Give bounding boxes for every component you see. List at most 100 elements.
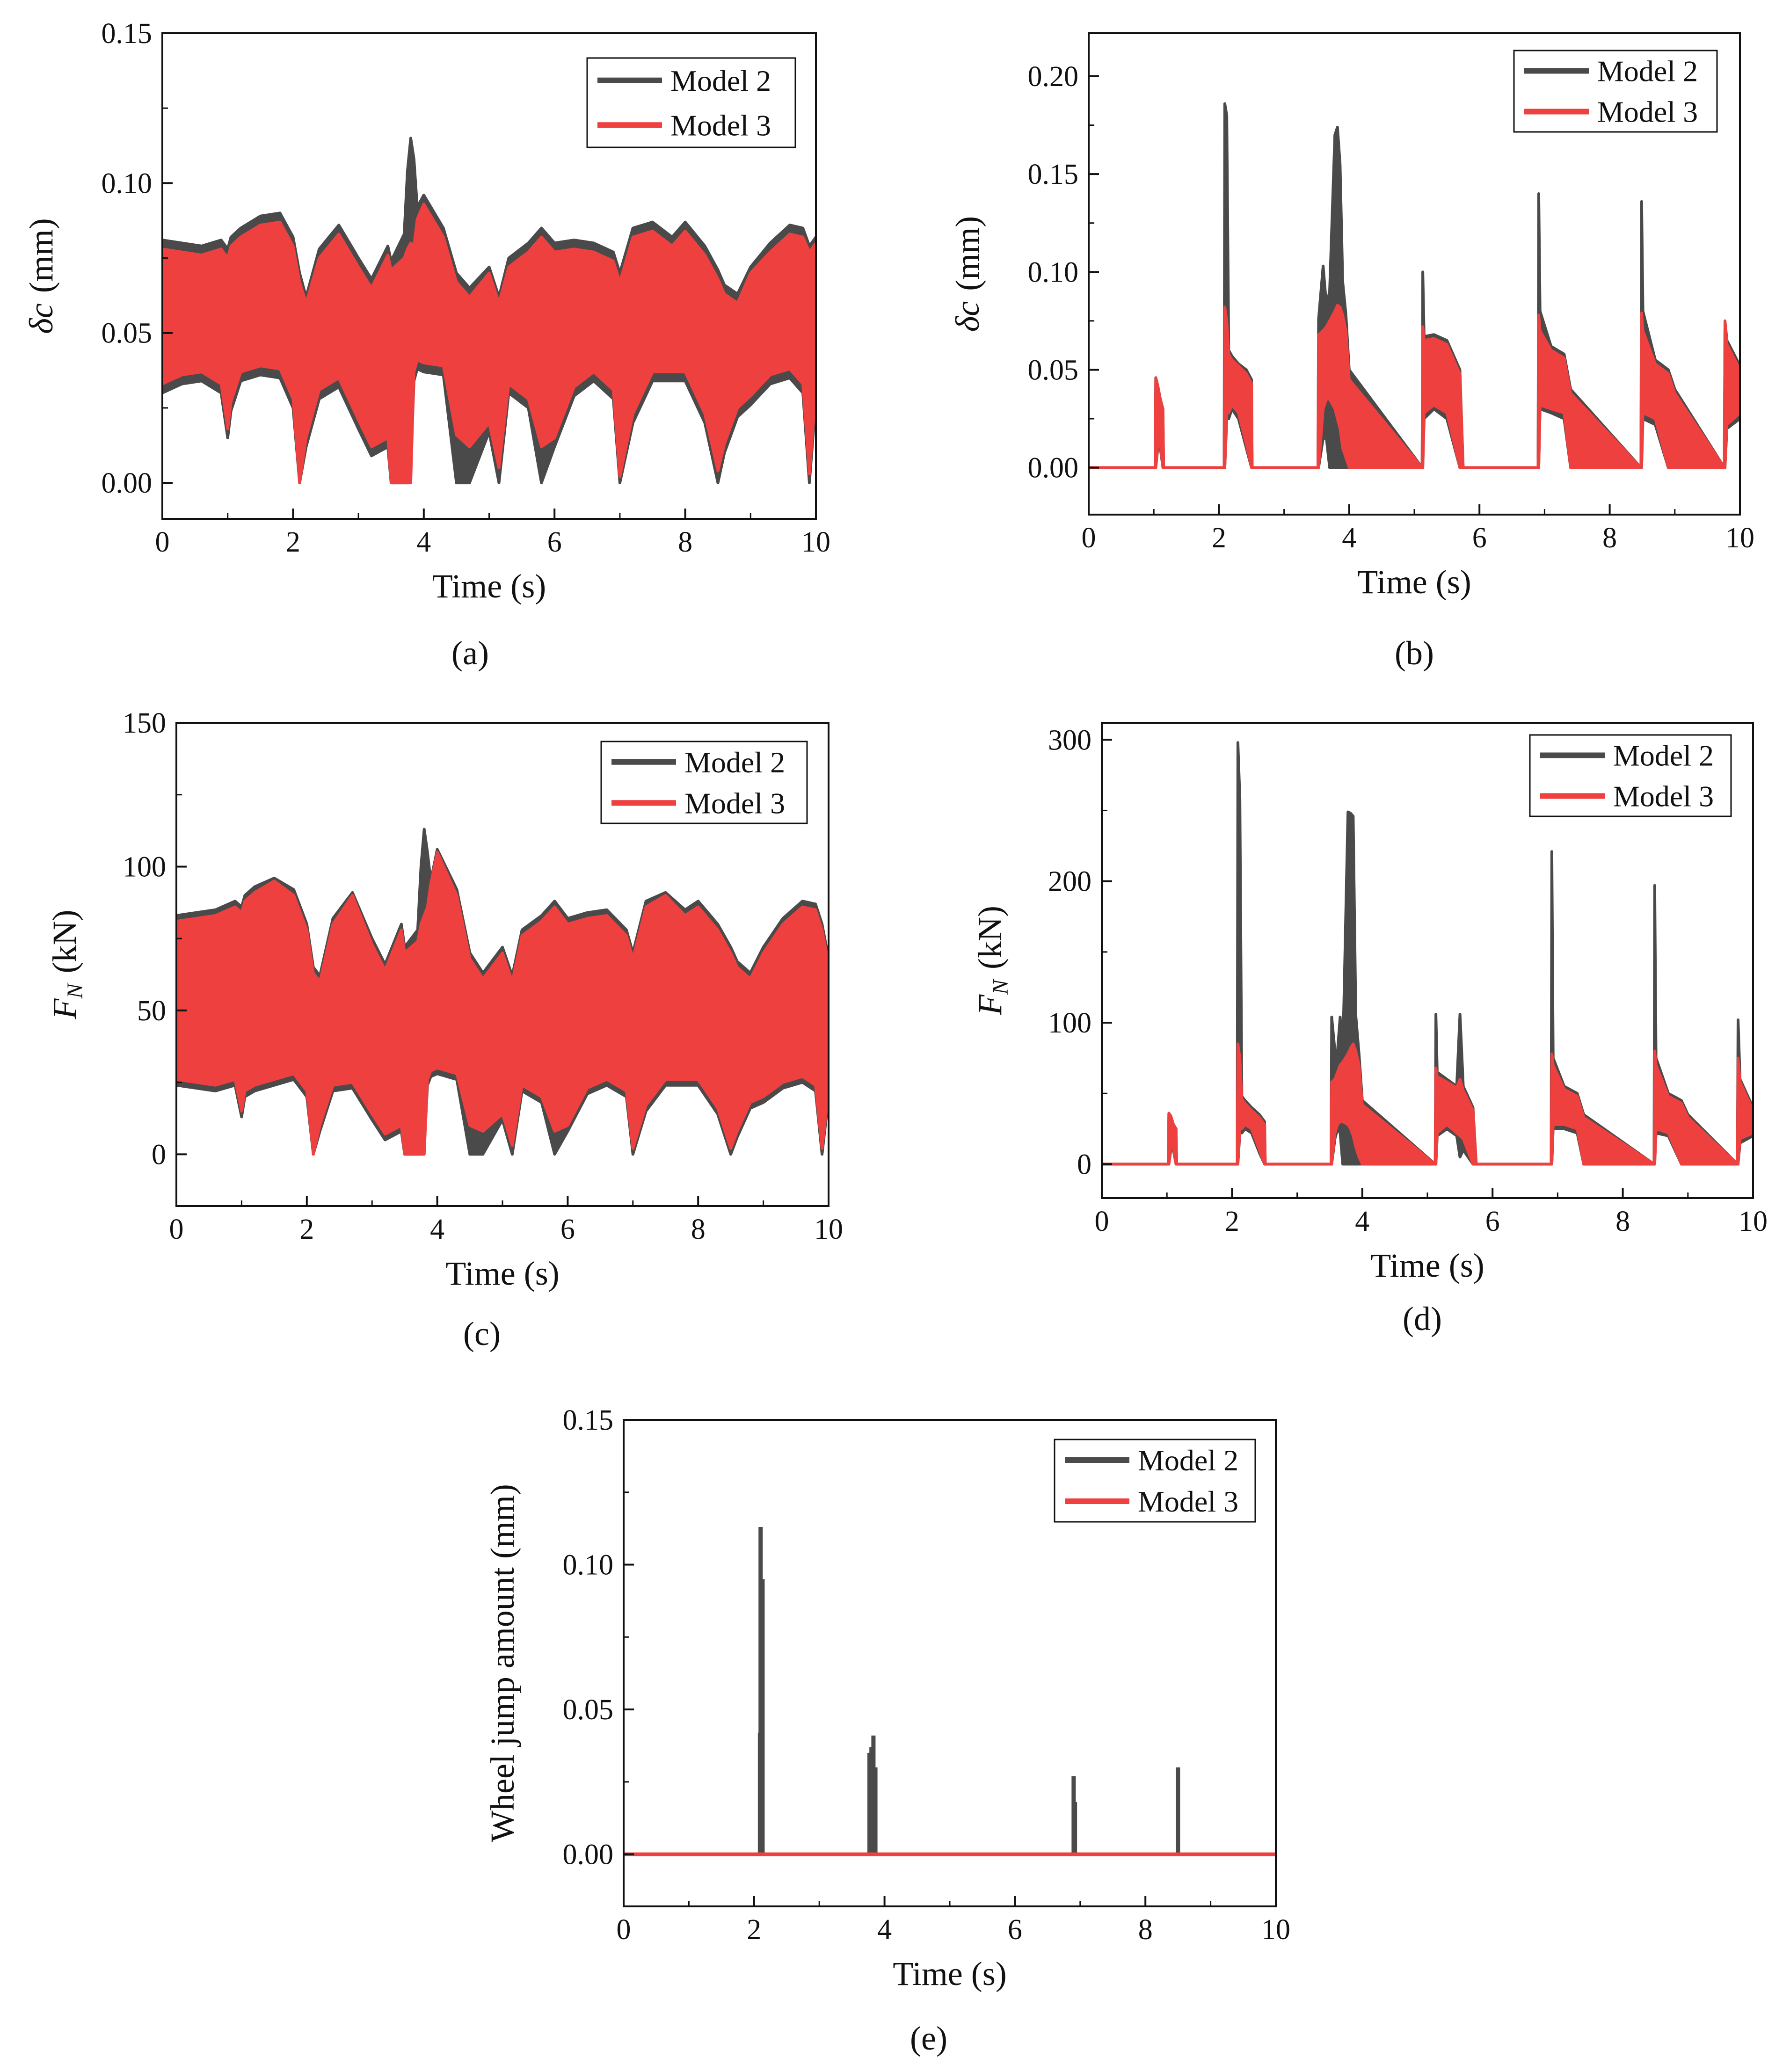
y-tick-label: 150 bbox=[123, 707, 166, 739]
legend-label: Model 3 bbox=[1138, 1485, 1238, 1518]
y-tick-label: 200 bbox=[1048, 866, 1091, 898]
y-tick-label: 100 bbox=[1048, 1007, 1091, 1039]
y-axis-title: FN (kN) bbox=[46, 910, 87, 1020]
y-axis-symbol: F bbox=[46, 998, 83, 1019]
legend: Model 2 Model 3 bbox=[1054, 1439, 1256, 1523]
y-axis-symbol: F bbox=[971, 994, 1009, 1016]
y-tick-label: 0.10 bbox=[563, 1549, 614, 1581]
legend-label: Model 2 bbox=[1138, 1444, 1238, 1477]
y-tick-label: 0.05 bbox=[102, 318, 153, 349]
x-tick-label: 2 bbox=[286, 526, 300, 558]
x-axis-title: Time (s) bbox=[432, 567, 546, 605]
legend-label: Model 2 bbox=[1597, 55, 1698, 88]
x-tick-label: 0 bbox=[155, 526, 170, 558]
panel-caption: (c) bbox=[463, 1315, 501, 1352]
x-tick-label: 4 bbox=[430, 1214, 444, 1245]
legend: Model 2 Model 3 bbox=[1513, 50, 1718, 133]
legend-label: Model 3 bbox=[1597, 95, 1698, 129]
legend-box bbox=[1054, 1439, 1256, 1523]
y-tick-label: 0.00 bbox=[563, 1839, 614, 1871]
y-axis-unit: (mm) bbox=[949, 216, 986, 291]
chart-panel-a: 0 2 4 6 8 10 0.00 0.05 0.10 0.15 Time (s) δc (mm) Mod… bbox=[22, 18, 830, 672]
x-tick-label: 8 bbox=[1615, 1206, 1630, 1237]
x-axis-title: Time (s) bbox=[445, 1255, 559, 1292]
x-tick-label: 0 bbox=[1082, 522, 1096, 554]
y-tick-label: 0.15 bbox=[1028, 159, 1079, 190]
legend-box bbox=[600, 741, 808, 824]
y-axis-title: Wheel jump amount (mm) bbox=[484, 1484, 521, 1842]
y-tick-label: 300 bbox=[1048, 724, 1091, 756]
x-tick-label: 6 bbox=[560, 1214, 575, 1245]
y-axis-title: δc (mm) bbox=[22, 218, 60, 334]
x-tick-label: 2 bbox=[1212, 522, 1226, 554]
y-axis-symbol: δc bbox=[22, 303, 60, 334]
x-tick-label: 0 bbox=[617, 1914, 631, 1946]
y-tick-label: 50 bbox=[137, 995, 166, 1027]
y-axis-title-text: Wheel jump amount (mm) bbox=[484, 1484, 521, 1842]
x-tick-label: 10 bbox=[814, 1214, 843, 1245]
legend-label: Model 2 bbox=[684, 746, 785, 779]
y-tick-label: 0.10 bbox=[1028, 256, 1079, 288]
x-tick-label: 2 bbox=[1225, 1206, 1239, 1237]
x-tick-label: 6 bbox=[1485, 1206, 1500, 1237]
x-tick-label: 0 bbox=[1095, 1206, 1109, 1237]
y-tick-label: 0.15 bbox=[102, 18, 153, 50]
x-tick-label: 0 bbox=[169, 1214, 184, 1245]
x-tick-label: 2 bbox=[299, 1214, 314, 1245]
x-tick-label: 4 bbox=[877, 1914, 892, 1946]
panel-caption: (e) bbox=[910, 2020, 947, 2057]
legend-label: Model 3 bbox=[670, 109, 771, 142]
plot-area bbox=[1102, 741, 1753, 1166]
y-axis-title: FN (kN) bbox=[971, 906, 1013, 1016]
y-tick-label: 0 bbox=[152, 1139, 166, 1170]
y-tick-label: 100 bbox=[123, 851, 166, 883]
x-tick-label: 10 bbox=[1739, 1206, 1768, 1237]
y-axis-symbol: δc bbox=[949, 301, 986, 332]
x-tick-label: 10 bbox=[1725, 522, 1754, 554]
x-tick-label: 10 bbox=[1261, 1914, 1290, 1946]
x-tick-label: 10 bbox=[801, 526, 830, 558]
x-tick-label: 4 bbox=[416, 526, 431, 558]
plot-area bbox=[1089, 102, 1740, 469]
x-tick-label: 6 bbox=[547, 526, 562, 558]
legend: Model 2 Model 3 bbox=[600, 741, 808, 824]
x-tick-label: 8 bbox=[691, 1214, 706, 1245]
series-model-3-band bbox=[162, 203, 816, 485]
legend-label: Model 3 bbox=[684, 786, 785, 820]
x-tick-label: 6 bbox=[1472, 522, 1487, 554]
series-model-3-band bbox=[1089, 304, 1740, 469]
x-axis-title: Time (s) bbox=[1370, 1247, 1484, 1284]
x-tick-label: 6 bbox=[1008, 1914, 1022, 1946]
legend-label: Model 2 bbox=[670, 64, 771, 97]
legend-box bbox=[586, 57, 796, 148]
x-axis-title: Time (s) bbox=[1357, 563, 1471, 601]
panel-caption: (b) bbox=[1395, 634, 1434, 672]
y-tick-label: 0.10 bbox=[102, 167, 153, 199]
y-axis-unit: (kN) bbox=[46, 910, 83, 974]
panel-caption: (a) bbox=[451, 634, 489, 672]
y-axis-unit: (mm) bbox=[22, 218, 60, 293]
x-tick-label: 2 bbox=[747, 1914, 761, 1946]
series-model-3-band bbox=[1102, 1042, 1753, 1166]
legend: Model 2 Model 3 bbox=[586, 57, 796, 148]
y-tick-label: 0.05 bbox=[1028, 354, 1079, 386]
series-model-3-band bbox=[176, 851, 829, 1156]
plot-area bbox=[624, 1527, 1276, 1856]
x-tick-label: 4 bbox=[1342, 522, 1356, 554]
y-axis-subscript: N bbox=[63, 982, 87, 999]
y-tick-label: 0.05 bbox=[563, 1694, 614, 1726]
legend-label: Model 3 bbox=[1613, 780, 1714, 813]
plot-area bbox=[176, 828, 829, 1156]
panel-caption: (d) bbox=[1403, 1300, 1442, 1338]
legend-box bbox=[1529, 734, 1732, 817]
legend-label: Model 2 bbox=[1613, 739, 1714, 772]
y-tick-label: 0 bbox=[1077, 1149, 1091, 1180]
x-tick-label: 8 bbox=[678, 526, 692, 558]
y-tick-label: 0.00 bbox=[1028, 452, 1079, 484]
x-tick-label: 8 bbox=[1602, 522, 1617, 554]
legend: Model 2 Model 3 bbox=[1529, 734, 1732, 817]
y-axis-title: δc (mm) bbox=[949, 216, 986, 332]
